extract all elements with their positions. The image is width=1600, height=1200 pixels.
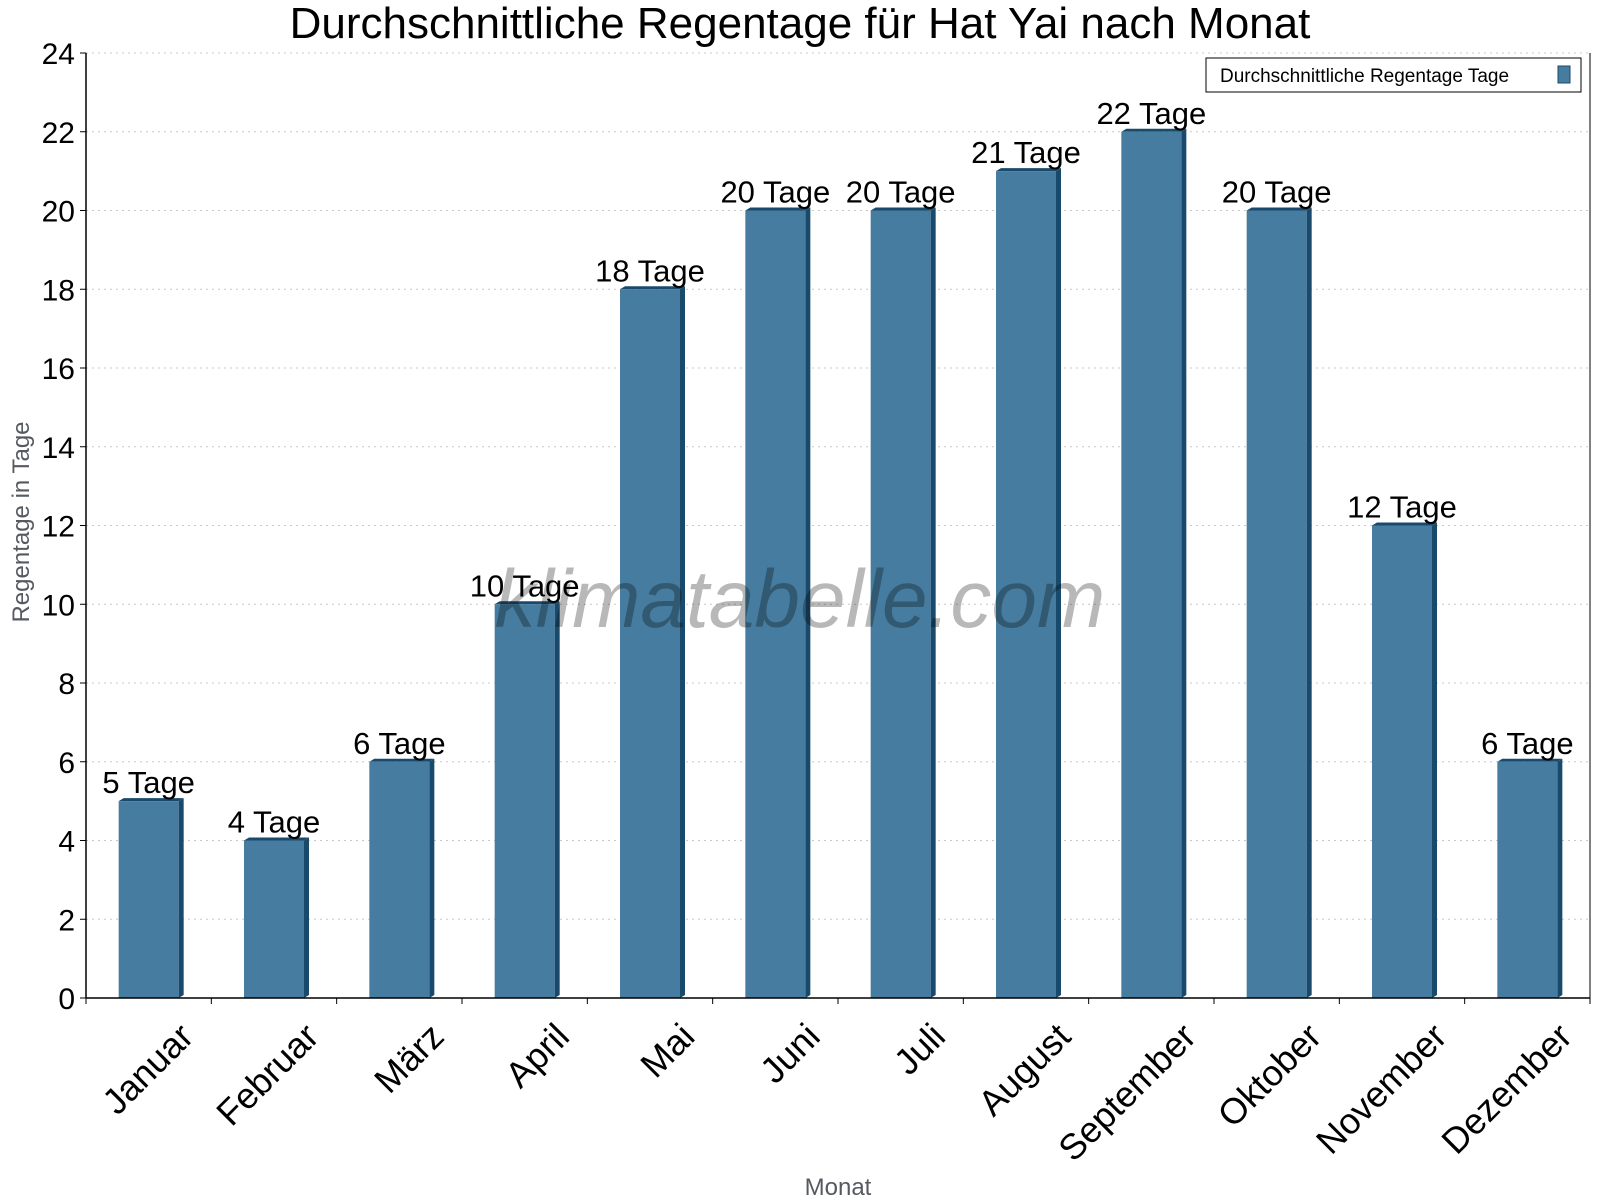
y-tick-label: 10 xyxy=(42,589,75,622)
y-tick-label: 6 xyxy=(58,747,75,780)
x-tick-label: Juni xyxy=(752,1015,828,1091)
x-tick-labels: Januar Februar März April Mai Juni Juli AugustS… xyxy=(94,1015,1580,1169)
x-tick-label: März xyxy=(366,1015,452,1101)
bar-top xyxy=(996,168,1061,172)
bar-top xyxy=(494,601,560,605)
bar xyxy=(369,761,430,998)
y-tick-label: 0 xyxy=(58,983,75,1016)
data-label: 21 Tage xyxy=(971,135,1081,170)
bar-side xyxy=(178,798,184,998)
bar-side xyxy=(930,207,936,998)
chart-title: Durchschnittliche Regentage für Hat Yai … xyxy=(290,0,1311,48)
data-label: 22 Tage xyxy=(1096,96,1206,131)
y-tick-label: 22 xyxy=(42,117,75,150)
y-tick-label: 12 xyxy=(42,511,75,544)
data-label: 18 Tage xyxy=(595,253,705,288)
data-label: 10 Tage xyxy=(470,568,580,603)
bar-side xyxy=(304,837,309,998)
bar-side xyxy=(1181,128,1187,998)
bar xyxy=(1121,131,1182,998)
data-label: 4 Tage xyxy=(228,805,321,840)
data-label: 20 Tage xyxy=(846,175,956,210)
data-label: 12 Tage xyxy=(1347,490,1457,525)
grid-lines xyxy=(86,52,1590,920)
bar-top xyxy=(745,207,811,211)
bar-side xyxy=(554,601,560,998)
x-tick-label: September xyxy=(1050,1015,1204,1169)
data-label: 6 Tage xyxy=(353,726,446,761)
x-axis-title: Monat xyxy=(805,1174,872,1200)
data-label: 6 Tage xyxy=(1481,726,1574,761)
data-label: 20 Tage xyxy=(1222,175,1332,210)
bar xyxy=(996,171,1056,998)
bar xyxy=(1246,210,1307,998)
bar xyxy=(118,801,179,998)
bar-top xyxy=(1246,207,1312,211)
watermark: klimatabelle.com xyxy=(495,554,1106,645)
data-labels: 5 Tage 4 Tage 6 Tage 10 Tage 18 Tage 20 Tage 2… xyxy=(102,96,1573,840)
y-tick-label: 18 xyxy=(42,274,75,307)
data-label: 5 Tage xyxy=(102,765,195,800)
bar xyxy=(1497,761,1558,998)
legend-swatch xyxy=(1557,65,1571,84)
bar-side xyxy=(1306,207,1312,998)
bar-side xyxy=(680,286,685,998)
x-tick-label: Oktober xyxy=(1209,1015,1329,1135)
bar-top xyxy=(1497,758,1563,762)
legend-box xyxy=(1205,57,1582,93)
bar-top xyxy=(870,207,936,211)
bar-top xyxy=(118,798,184,802)
bar-side xyxy=(1432,522,1437,998)
axes xyxy=(80,52,1591,1004)
y-tick-label: 14 xyxy=(42,432,75,465)
bar-side xyxy=(429,758,435,998)
x-tick-label: Februar xyxy=(208,1015,326,1133)
bar-side xyxy=(805,207,811,998)
y-tick-label: 8 xyxy=(58,668,75,701)
data-label: 20 Tage xyxy=(720,175,830,210)
bar xyxy=(244,840,304,998)
x-tick-label: Januar xyxy=(94,1015,201,1122)
bar xyxy=(1372,525,1432,998)
bar-side xyxy=(1056,168,1061,998)
bar xyxy=(870,210,931,998)
y-tick-label: 2 xyxy=(58,904,75,937)
y-tick-label: 16 xyxy=(42,353,75,386)
y-tick-label: 24 xyxy=(42,38,75,71)
x-tick-label: April xyxy=(497,1015,577,1095)
bars xyxy=(118,128,1563,998)
bar xyxy=(745,210,806,998)
bar xyxy=(494,604,555,998)
bar-side xyxy=(1557,758,1563,998)
x-tick-label: November xyxy=(1308,1015,1454,1161)
y-axis-title: Regentage in Tage xyxy=(8,421,35,622)
bar-top xyxy=(620,286,685,290)
x-tick-label: Dezember xyxy=(1433,1015,1579,1161)
x-tick-label: August xyxy=(970,1015,1078,1123)
bar xyxy=(620,289,680,998)
y-tick-label: 20 xyxy=(42,196,75,229)
x-tick-label: Mai xyxy=(632,1015,702,1085)
legend-label: Durchschnittliche Regentage Tage xyxy=(1220,66,1509,87)
legend: Durchschnittliche Regentage Tage xyxy=(1205,57,1582,93)
x-tick-label: Juli xyxy=(886,1015,953,1082)
bar-top xyxy=(244,837,309,841)
bar-top xyxy=(1121,128,1187,132)
y-tick-label: 4 xyxy=(58,826,75,859)
bar-top xyxy=(369,758,435,762)
bar-top xyxy=(1372,522,1437,526)
